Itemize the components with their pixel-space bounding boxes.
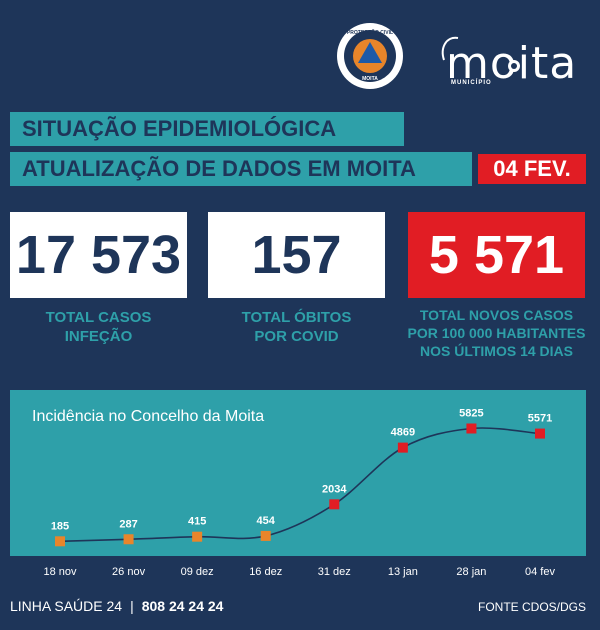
stat-total-deaths-label: TOTAL ÓBITOS POR COVID	[241, 309, 352, 345]
x-tick-label: 18 nov	[43, 566, 77, 578]
footer-separator: |	[130, 598, 134, 614]
x-tick-label: 31 dez	[318, 566, 351, 578]
page-title: SITUAÇÃO EPIDEMIOLÓGICA	[10, 112, 404, 146]
data-label: 4869	[391, 427, 415, 439]
data-label: 2034	[322, 483, 347, 495]
data-point-marker	[329, 499, 340, 510]
x-tick-label: 04 fev	[525, 566, 555, 578]
data-point-marker	[260, 530, 271, 541]
date-badge: 04 FEV.	[478, 154, 586, 184]
data-label: 415	[188, 516, 206, 528]
page-subtitle: ATUALIZAÇÃO DE DADOS EM MOITA	[10, 152, 472, 186]
moita-logo-subtitle: MUNICÍPIO	[451, 80, 492, 86]
x-tick-label: 13 jan	[388, 566, 418, 578]
data-point-marker	[192, 531, 203, 542]
x-tick-label: 26 nov	[112, 566, 146, 578]
data-label: 5571	[528, 413, 552, 425]
svg-text:MOITA: MOITA	[362, 76, 378, 82]
x-tick-label: 16 dez	[249, 566, 282, 578]
data-point-marker	[123, 534, 134, 545]
data-label: 5825	[459, 408, 483, 420]
civil-protection-logo: PROTECÇÃO CIVIL MOITA	[337, 23, 403, 89]
stat-total-cases-value: 17 573	[10, 212, 187, 298]
stat-total-cases-label: TOTAL CASOS INFEÇÃO	[45, 309, 152, 345]
data-point-marker	[466, 423, 477, 434]
stat-incidence-value: 5 571	[408, 212, 585, 298]
footer-hotline-label: LINHA SAÚDE 24	[10, 598, 123, 614]
footer-hotline: LINHA SAÚDE 24 | 808 24 24 24	[10, 598, 223, 614]
chart-panel	[10, 390, 586, 556]
series-line	[59, 427, 541, 543]
footer-phone-number: 808 24 24 24	[141, 598, 224, 614]
data-point-marker	[397, 442, 408, 453]
data-point-marker	[535, 428, 545, 439]
data-label: 287	[119, 518, 137, 530]
data-label: 454	[257, 515, 276, 527]
chart-title: Incidência no Concelho da Moita	[32, 408, 265, 425]
moita-logo-emblem	[441, 36, 520, 72]
stat-incidence-label: TOTAL NOVOS CASOS POR 100 000 HABITANTES…	[407, 307, 586, 359]
x-tick-label: 09 dez	[181, 566, 214, 578]
svg-text:PROTECÇÃO CIVIL: PROTECÇÃO CIVIL	[347, 29, 393, 36]
data-label: 185	[51, 520, 69, 532]
data-point-marker	[55, 536, 65, 547]
stat-total-deaths-value: 157	[208, 212, 385, 298]
x-tick-label: 28 jan	[456, 566, 486, 578]
footer-source: FONTE CDOS/DGS	[477, 600, 586, 614]
